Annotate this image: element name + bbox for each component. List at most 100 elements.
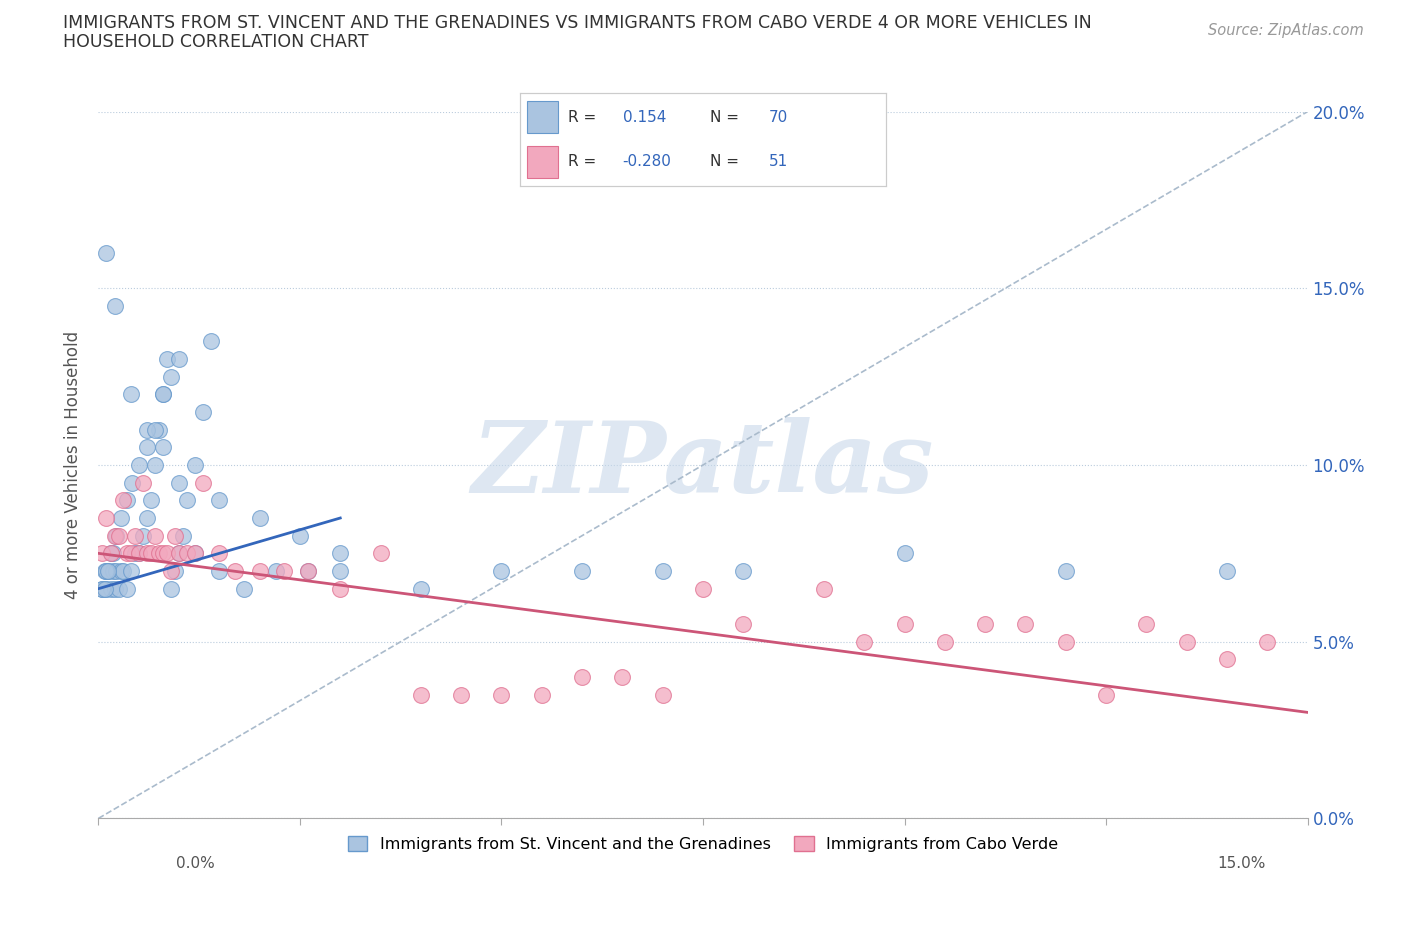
Point [115, 493, 138, 508]
Point [893, 546, 915, 561]
Point [148, 546, 170, 561]
Text: Source: ZipAtlas.com: Source: ZipAtlas.com [1208, 23, 1364, 38]
Point [249, 511, 271, 525]
Point [156, 352, 179, 366]
Point [97, 564, 120, 578]
Point [176, 493, 198, 508]
Point [208, 564, 231, 578]
Point [139, 546, 162, 561]
Point [101, 546, 124, 561]
Point [96, 564, 118, 578]
Point [184, 546, 207, 561]
FancyBboxPatch shape [527, 145, 558, 178]
Point [1216, 652, 1239, 667]
Point [370, 546, 392, 561]
Point [135, 422, 157, 437]
Point [329, 564, 352, 578]
Point [273, 564, 295, 578]
Point [612, 670, 634, 684]
Point [571, 670, 593, 684]
Point [110, 511, 132, 525]
Point [135, 546, 157, 561]
Point [329, 546, 352, 561]
Text: ZIPatlas: ZIPatlas [472, 417, 934, 513]
Point [163, 564, 186, 578]
Point [1095, 687, 1118, 702]
Point [163, 528, 186, 543]
Text: R =: R = [568, 110, 596, 125]
Point [120, 546, 142, 561]
Point [128, 458, 150, 472]
Point [288, 528, 311, 543]
Point [733, 564, 755, 578]
Point [651, 564, 673, 578]
Point [232, 581, 254, 596]
Point [571, 564, 593, 578]
Point [152, 546, 174, 561]
Point [101, 564, 124, 578]
Point [96, 246, 118, 260]
Point [115, 581, 138, 596]
Point [96, 511, 118, 525]
Point [160, 564, 183, 578]
Point [160, 581, 183, 596]
Point [1256, 634, 1278, 649]
Point [853, 634, 876, 649]
Point [200, 334, 222, 349]
Text: 70: 70 [769, 110, 787, 125]
Point [450, 687, 472, 702]
Point [172, 528, 194, 543]
Text: N =: N = [710, 110, 740, 125]
Point [96, 581, 118, 596]
Point [193, 405, 215, 419]
Point [1054, 634, 1077, 649]
Point [1014, 617, 1036, 631]
Text: R =: R = [568, 153, 596, 169]
Point [111, 564, 134, 578]
Point [135, 511, 157, 525]
Point [110, 564, 132, 578]
Point [733, 617, 755, 631]
Point [148, 422, 170, 437]
Point [167, 352, 190, 366]
Point [184, 546, 207, 561]
Point [409, 581, 432, 596]
Point [91, 546, 114, 561]
Point [94, 564, 117, 578]
Point [143, 528, 166, 543]
Text: 0.0%: 0.0% [176, 856, 215, 870]
Point [143, 422, 166, 437]
Point [813, 581, 835, 596]
Point [160, 369, 183, 384]
Point [103, 299, 125, 313]
Point [193, 475, 215, 490]
Text: 51: 51 [769, 153, 787, 169]
Point [167, 546, 190, 561]
Point [224, 564, 246, 578]
Point [329, 581, 352, 596]
Point [128, 546, 150, 561]
Point [107, 581, 129, 596]
Point [100, 581, 122, 596]
FancyBboxPatch shape [527, 101, 558, 134]
Point [139, 493, 162, 508]
Text: 0.154: 0.154 [623, 110, 666, 125]
Point [934, 634, 956, 649]
Point [156, 546, 179, 561]
Y-axis label: 4 or more Vehicles in Household: 4 or more Vehicles in Household [65, 331, 83, 599]
Point [167, 546, 190, 561]
Point [1054, 564, 1077, 578]
Point [167, 475, 190, 490]
Text: -0.280: -0.280 [623, 153, 672, 169]
Point [103, 581, 125, 596]
Point [105, 564, 128, 578]
Point [115, 546, 138, 561]
Point [491, 687, 513, 702]
Point [1135, 617, 1157, 631]
Point [1216, 564, 1239, 578]
Point [176, 546, 198, 561]
Point [100, 546, 122, 561]
Point [143, 458, 166, 472]
Point [111, 493, 134, 508]
Point [124, 528, 146, 543]
